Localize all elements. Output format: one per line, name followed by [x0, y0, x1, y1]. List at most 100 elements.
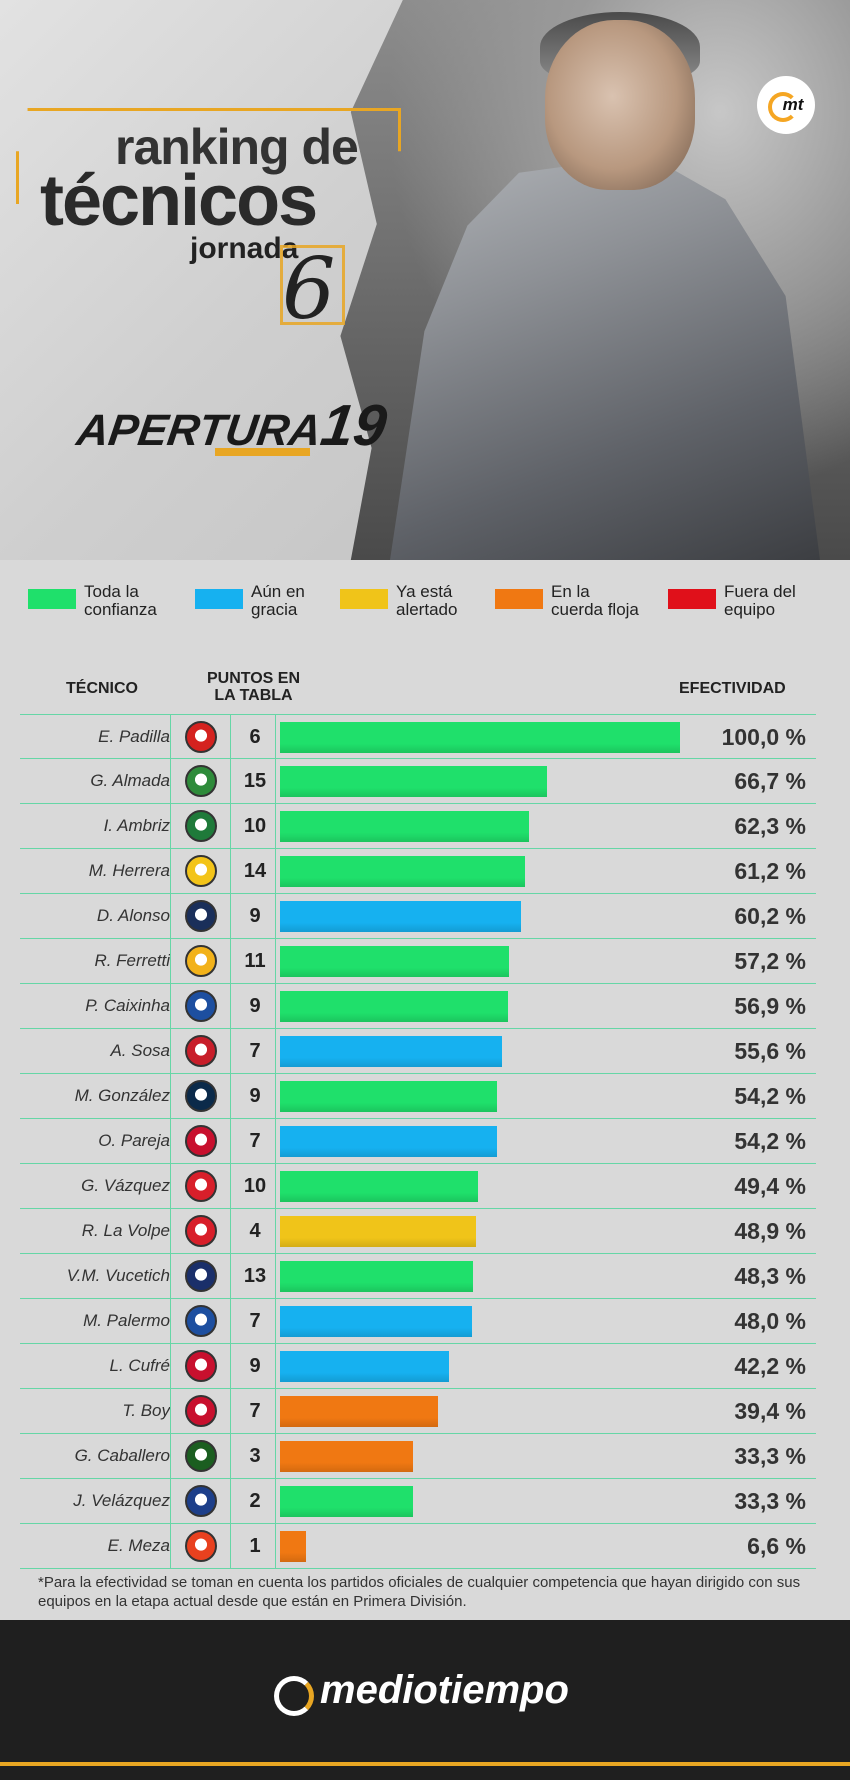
column-divider [170, 1209, 171, 1253]
effectiveness-bar [280, 1486, 414, 1517]
points-value: 9 [249, 1355, 261, 1377]
column-divider [275, 715, 276, 759]
column-divider [275, 984, 276, 1028]
column-divider [275, 1344, 276, 1388]
legend: Toda la confianza Aún en gracia Ya está … [28, 583, 828, 623]
table-row: R. Ferretti 11 57,2 % [20, 939, 816, 984]
effectiveness-value: 6,6 % [747, 1533, 806, 1559]
effectiveness-value: 56,9 % [734, 993, 806, 1019]
team-crest-icon [185, 1260, 217, 1292]
jornada-frame [280, 245, 345, 325]
legend-item-ya-esta-alertado: Ya está alertado [340, 583, 457, 619]
legend-item-toda-la-confianza: Toda la confianza [28, 583, 157, 619]
header: mt ranking de técnicos jornada 6 APERTUR… [0, 0, 850, 560]
coach-name: I. Ambriz [103, 816, 170, 835]
coach-name: L. Cufré [109, 1356, 170, 1375]
table-row: M. Palermo 7 48,0 % [20, 1299, 816, 1344]
column-divider [170, 849, 171, 893]
effectiveness-value: 54,2 % [734, 1128, 806, 1154]
effectiveness-bar [280, 1081, 497, 1112]
coach-name: R. La Volpe [81, 1221, 170, 1240]
coach-name: E. Padilla [98, 727, 170, 746]
column-divider [170, 804, 171, 848]
coach-name: J. Velázquez [73, 1491, 170, 1510]
column-divider [170, 984, 171, 1028]
points-value: 2 [249, 1490, 261, 1512]
team-crest-icon [185, 1215, 217, 1247]
column-divider [275, 939, 276, 983]
table-row: M. Herrera 14 61,2 % [20, 849, 816, 894]
points-value: 1 [249, 1535, 261, 1557]
legend-swatch [495, 589, 543, 609]
team-crest-icon [185, 1530, 217, 1562]
table-row: A. Sosa 7 55,6 % [20, 1029, 816, 1074]
mediotiempo-clock-icon [274, 1676, 314, 1716]
table-row: G. Almada 15 66,7 % [20, 759, 816, 804]
table-row: D. Alonso 9 60,2 % [20, 894, 816, 939]
points-value: 10 [243, 1175, 267, 1197]
coach-name: M. Palermo [83, 1311, 170, 1330]
effectiveness-value: 57,2 % [734, 948, 806, 974]
points-value: 10 [243, 815, 267, 837]
team-crest-icon [185, 1170, 217, 1202]
table-row: V.M. Vucetich 13 48,3 % [20, 1254, 816, 1299]
effectiveness-bar [280, 766, 547, 797]
team-crest-icon [185, 900, 217, 932]
effectiveness-value: 48,9 % [734, 1218, 806, 1244]
table-row: R. La Volpe 4 48,9 % [20, 1209, 816, 1254]
column-divider [230, 1299, 231, 1343]
points-value: 7 [249, 1400, 261, 1422]
points-value: 13 [243, 1265, 267, 1287]
effectiveness-bar [280, 1351, 449, 1382]
points-value: 15 [243, 770, 267, 792]
team-crest-icon [185, 1125, 217, 1157]
footer: mediotiempo [0, 1620, 850, 1780]
table-row: G. Vázquez 10 49,4 % [20, 1164, 816, 1209]
team-crest-icon [185, 765, 217, 797]
column-divider [275, 1254, 276, 1298]
points-value: 9 [249, 995, 261, 1017]
tournament-underline [215, 448, 310, 456]
team-crest-icon [185, 855, 217, 887]
effectiveness-value: 49,4 % [734, 1173, 806, 1199]
column-divider [170, 939, 171, 983]
table-row: E. Meza 1 6,6 % [20, 1524, 816, 1569]
table-row: L. Cufré 9 42,2 % [20, 1344, 816, 1389]
effectiveness-bar [280, 901, 521, 932]
points-value: 9 [249, 1085, 261, 1107]
column-divider [275, 1119, 276, 1163]
effectiveness-value: 42,2 % [734, 1353, 806, 1379]
points-value: 7 [249, 1040, 261, 1062]
effectiveness-bar [280, 811, 530, 842]
effectiveness-value: 33,3 % [734, 1488, 806, 1514]
column-divider [275, 894, 276, 938]
column-divider [230, 715, 231, 759]
column-divider [230, 1164, 231, 1208]
column-divider [170, 759, 171, 803]
points-value: 9 [249, 905, 261, 927]
column-divider [170, 1479, 171, 1523]
table-row: E. Padilla 6 100,0 % [20, 714, 816, 759]
coach-name: G. Caballero [74, 1446, 170, 1465]
team-crest-icon [185, 1440, 217, 1472]
column-divider [170, 1164, 171, 1208]
jornada-number: 6 [282, 240, 336, 338]
effectiveness-value: 48,0 % [734, 1308, 806, 1334]
column-divider [230, 1074, 231, 1118]
effectiveness-bar [280, 946, 509, 977]
legend-swatch [668, 589, 716, 609]
legend-swatch [340, 589, 388, 609]
column-divider [230, 1209, 231, 1253]
column-divider [170, 1119, 171, 1163]
legend-label: Toda la confianza [84, 582, 157, 619]
column-divider [230, 1389, 231, 1433]
points-value: 4 [249, 1220, 261, 1242]
legend-label: Aún en gracia [251, 582, 305, 619]
effectiveness-value: 39,4 % [734, 1398, 806, 1424]
coach-name: D. Alonso [96, 906, 170, 925]
team-crest-icon [185, 945, 217, 977]
mt-logo-badge: mt [757, 76, 815, 134]
legend-item-en-la-cuerda-floja: En la cuerda floja [495, 583, 639, 619]
column-divider [230, 1254, 231, 1298]
column-divider [230, 894, 231, 938]
